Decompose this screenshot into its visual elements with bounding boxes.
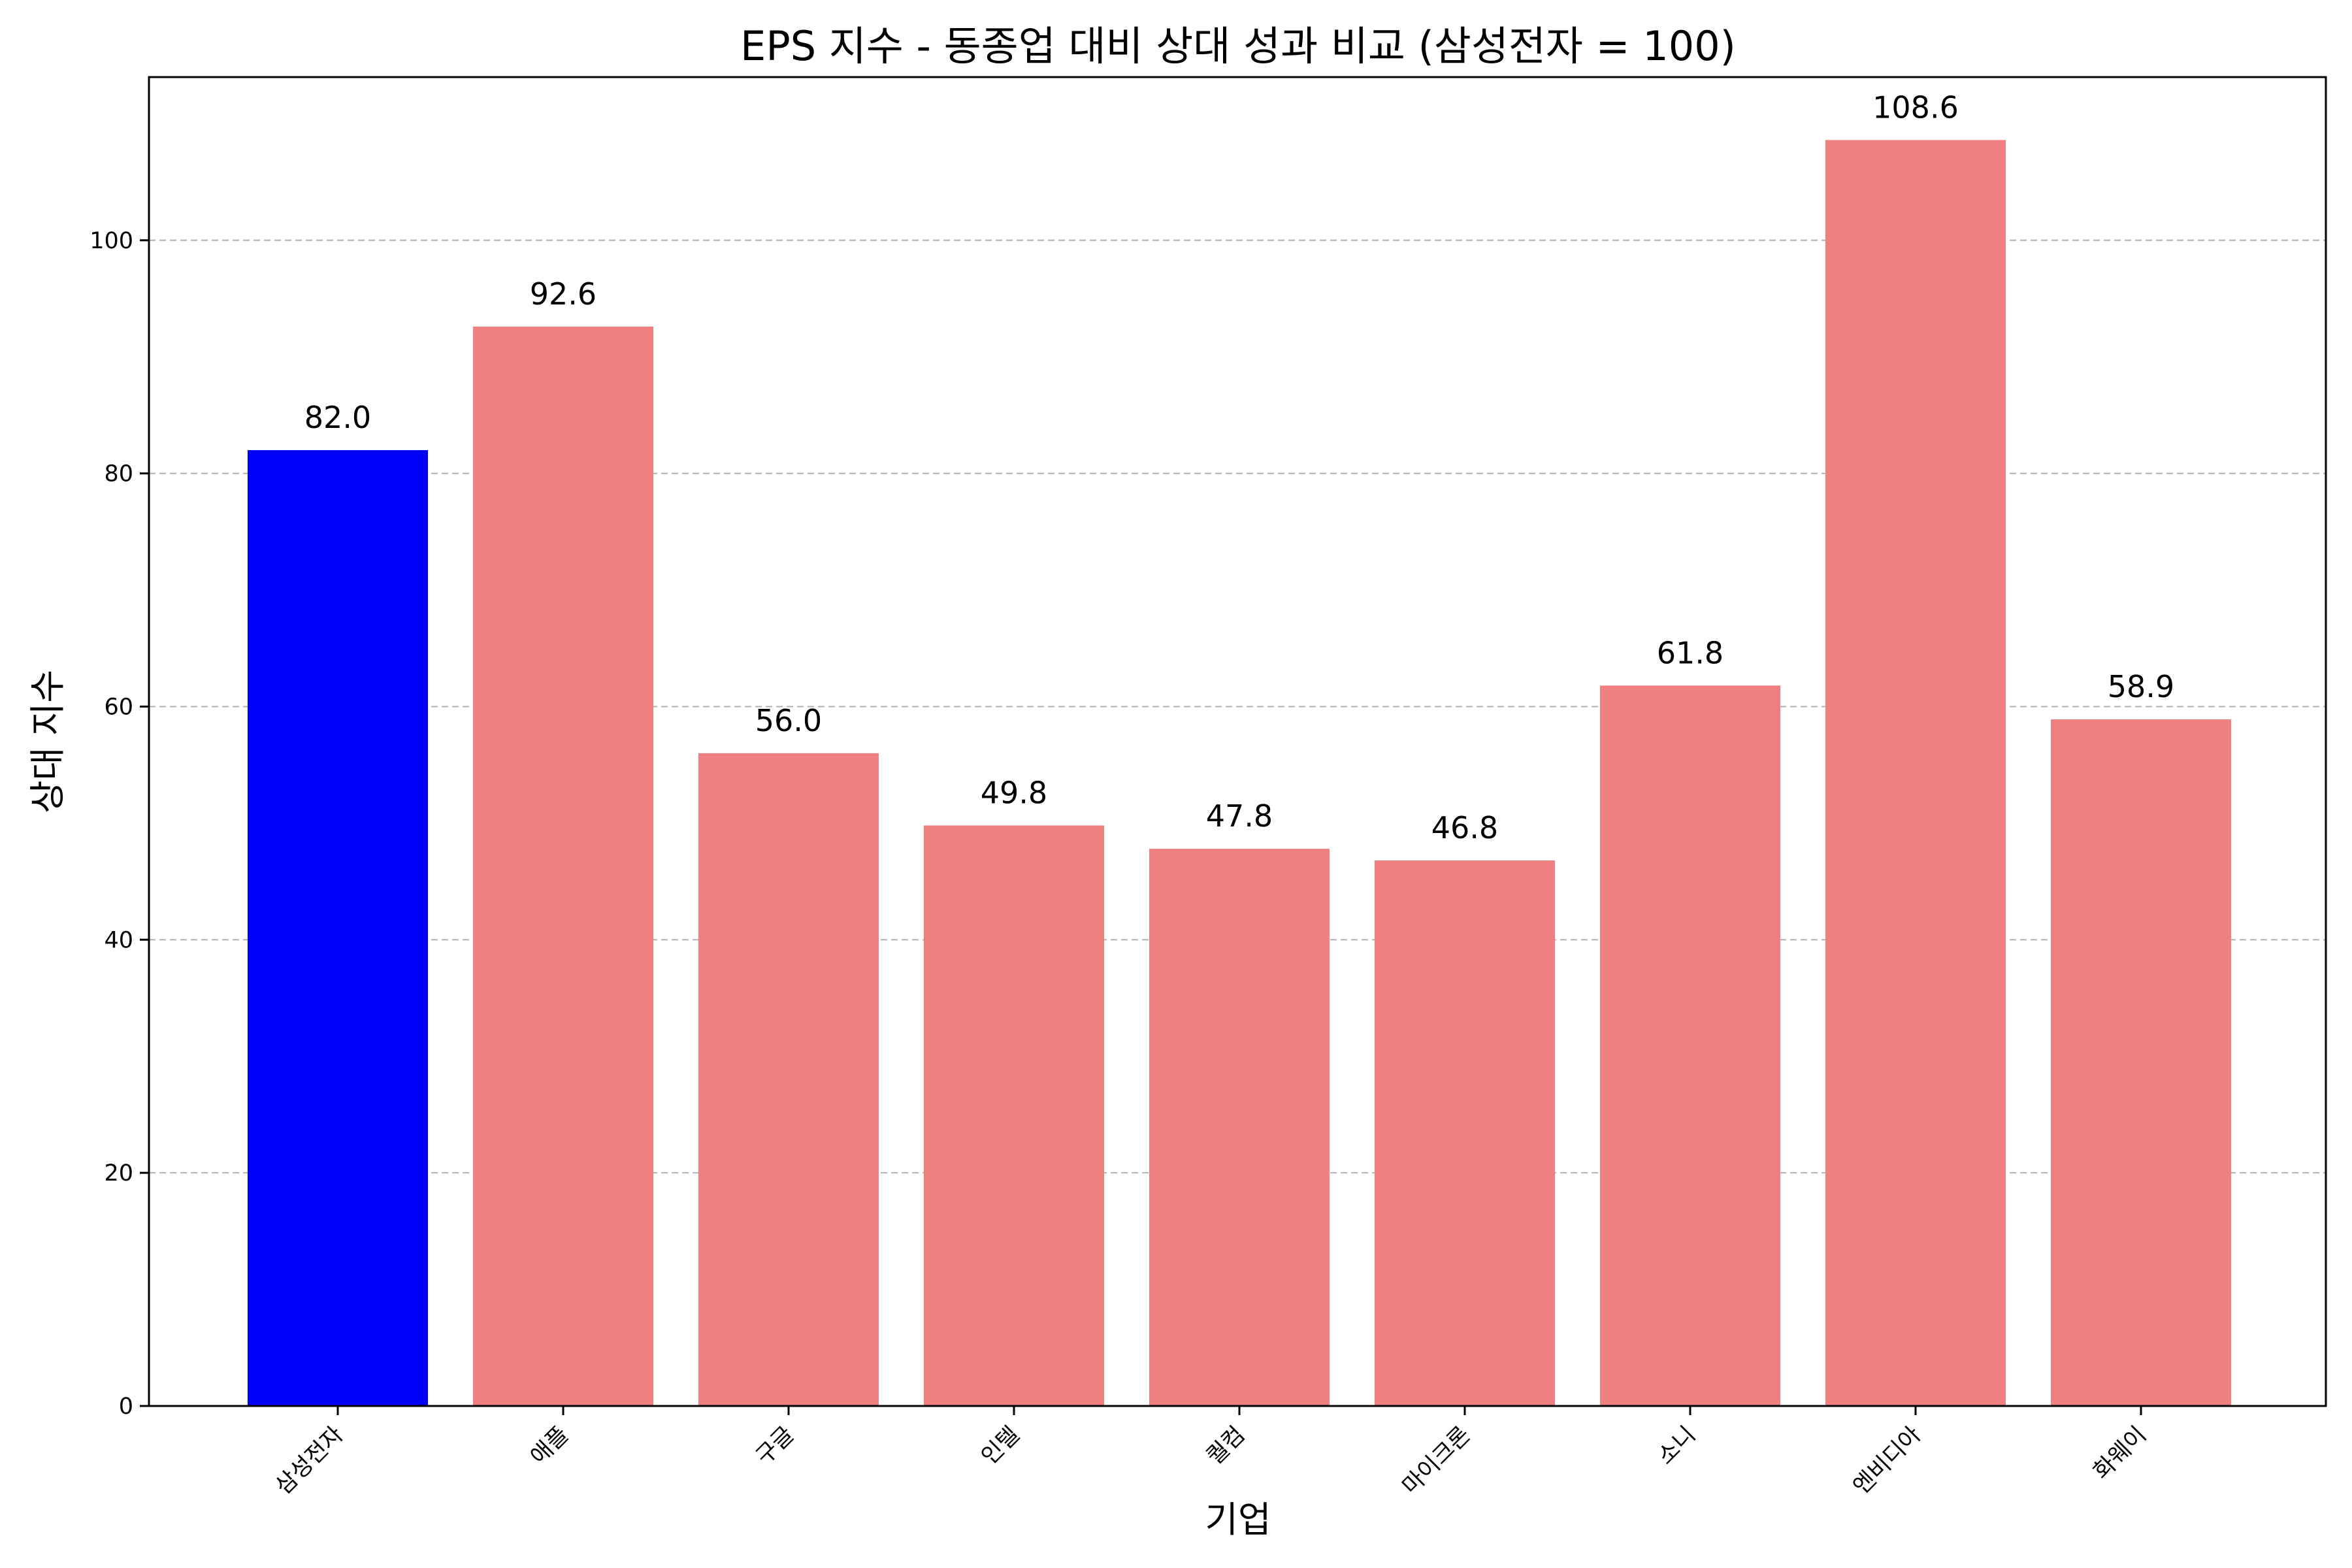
bar-value-label: 108.6 [1872,90,1959,125]
bar-value-label: 47.8 [1206,798,1273,834]
value-labels: 82.0 92.6 56.0 49.8 47.8 46.8 61.8 108.6 58.9 [304,90,2174,845]
plot-area-frame [148,76,2327,1407]
y-axis: 0 20 40 60 80 100 [90,228,149,1420]
bar [1375,860,1555,1406]
bar-value-label: 56.0 [755,703,822,738]
bar [1600,685,1780,1406]
y-tick-label: 20 [104,1160,133,1186]
bar [1149,849,1330,1406]
chart-title: EPS 지수 - 동종업 대비 상대 성과 비교 (삼성전자 = 100) [740,22,1736,70]
bar-value-label: 61.8 [1657,635,1723,670]
bars [248,140,2231,1406]
bar-value-label: 49.8 [981,775,1047,810]
bar-value-label: 58.9 [2108,669,2174,704]
bar [473,326,653,1406]
y-tick-label: 60 [104,694,133,720]
y-axis-label: 상대 지수 [27,670,69,813]
bar [1825,140,2006,1406]
y-tick-label: 40 [104,927,133,953]
x-axis-label: 기업 [1205,1499,1271,1541]
bar-value-label: 46.8 [1431,810,1498,845]
bar [2051,719,2231,1406]
bar-value-label: 82.0 [304,400,371,435]
bar-value-label: 92.6 [530,276,596,312]
y-tick-label: 0 [119,1394,133,1420]
y-tick-label: 100 [90,228,133,254]
bar [698,753,879,1406]
bar [248,449,428,1406]
bar [924,825,1104,1406]
y-tick-label: 80 [104,461,133,487]
